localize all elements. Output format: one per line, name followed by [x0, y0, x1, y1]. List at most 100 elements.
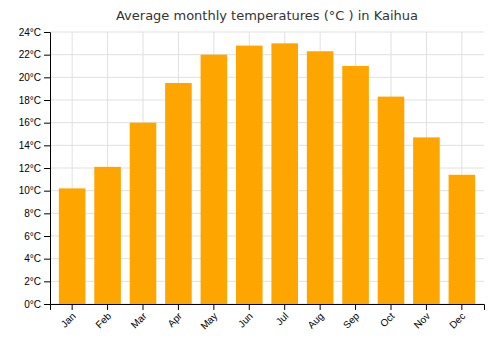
tick-label: Nov	[412, 310, 432, 330]
tick-label: Jul	[274, 310, 291, 327]
tick-mark	[44, 123, 50, 124]
tick-label: 18°C	[19, 95, 41, 106]
tick-mark	[44, 259, 50, 260]
tick: 4°C	[24, 253, 50, 264]
tick-label: 4°C	[24, 253, 41, 264]
bar	[130, 123, 157, 304]
bar	[413, 137, 440, 304]
tick-label: Dec	[447, 310, 467, 330]
tick-mark	[213, 304, 214, 310]
tick-mark	[178, 304, 179, 310]
tick: Nov	[412, 304, 432, 331]
tick-mark	[44, 100, 50, 101]
grid-line-y	[50, 32, 484, 33]
plot-area: Jan Feb Mar Apr May Jun Jul Aug Sep Oct Nov Dec 0°C 2…	[19, 27, 485, 332]
tick-mark	[44, 281, 50, 282]
tick-mark	[44, 145, 50, 146]
tick-label: 0°C	[24, 299, 41, 310]
tick-label: Sep	[341, 310, 362, 331]
tick: 12°C	[19, 163, 50, 174]
tick-mark	[44, 304, 50, 305]
tick-label: May	[198, 310, 219, 331]
tick: Dec	[447, 304, 467, 331]
tick-label: 14°C	[19, 140, 41, 151]
grid	[50, 32, 484, 304]
tick: 18°C	[19, 95, 50, 106]
tick-label: 12°C	[19, 163, 41, 174]
tick-mark	[143, 304, 144, 310]
tick: Aug	[305, 304, 325, 331]
tick: May	[198, 304, 219, 332]
bars	[59, 43, 475, 304]
tick: 16°C	[19, 117, 50, 128]
tick: 2°C	[24, 276, 50, 287]
tick: Jun	[236, 304, 255, 330]
tick-mark	[355, 304, 356, 310]
bar	[59, 188, 86, 304]
tick-mark	[284, 304, 285, 310]
tick-label: Jun	[236, 310, 255, 329]
tick-label: 2°C	[24, 276, 41, 287]
bar	[165, 83, 192, 304]
tick-mark	[461, 304, 462, 310]
tick-mark	[107, 304, 108, 310]
tick-label: 20°C	[19, 72, 41, 83]
tick-mark	[44, 191, 50, 192]
tick-mark	[320, 304, 321, 310]
bar	[307, 51, 334, 304]
tick-label: Aug	[305, 310, 325, 330]
tick-mark	[44, 77, 50, 78]
tick-label: Feb	[93, 310, 113, 330]
tick-label: 6°C	[24, 231, 41, 242]
tick: 0°C	[24, 299, 50, 310]
bar	[271, 43, 298, 304]
bar	[378, 97, 405, 304]
tick: 14°C	[19, 140, 50, 151]
bar	[94, 167, 121, 304]
tick: Feb	[93, 304, 113, 330]
tick-mark	[44, 213, 50, 214]
chart: Jan Feb Mar Apr May Jun Jul Aug Sep Oct Nov Dec 0°C 2…	[0, 0, 500, 350]
grid-line-y	[50, 77, 484, 78]
tick: 22°C	[19, 49, 50, 60]
tick-label: Oct	[378, 310, 397, 329]
tick: 20°C	[19, 72, 50, 83]
tick-mark	[44, 32, 50, 33]
bar	[201, 55, 228, 304]
tick: 10°C	[19, 185, 50, 196]
tick-mark	[44, 236, 50, 237]
tick: Mar	[129, 304, 149, 330]
tick-mark	[72, 304, 73, 310]
tick-mark	[391, 304, 392, 310]
tick-label: 22°C	[19, 49, 41, 60]
title: Average monthly temperatures (°C ) in Ka…	[116, 8, 418, 23]
tick: Jul	[274, 304, 291, 327]
bar	[236, 46, 263, 304]
tick-mark	[44, 55, 50, 56]
tick-label: Mar	[129, 310, 149, 330]
bar	[449, 175, 476, 304]
grid-line-y	[50, 54, 484, 55]
tick-label: 16°C	[19, 117, 41, 128]
y-axis: 0°C 2°C 4°C 6°C 8°C 10°C 12°C 14°C 16°C 18°C 20°C 2…	[19, 27, 51, 310]
tick: 8°C	[24, 208, 50, 219]
tick-mark	[249, 304, 250, 310]
tick-label: 10°C	[19, 185, 41, 196]
tick: Sep	[341, 304, 362, 331]
axis-line	[44, 33, 51, 305]
tick-mark	[44, 168, 50, 169]
tick-label: 8°C	[24, 208, 41, 219]
bar	[342, 66, 369, 304]
tick: Oct	[378, 304, 397, 329]
tick-label: Apr	[165, 310, 184, 329]
tick-mark	[426, 304, 427, 310]
tick: Jan	[59, 304, 78, 330]
x-axis: Jan Feb Mar Apr May Jun Jul Aug Sep Oct Nov Dec	[51, 304, 485, 332]
tick: 24°C	[19, 27, 50, 38]
tick-label: Jan	[59, 310, 78, 329]
tick: Apr	[165, 304, 184, 329]
axis-line	[51, 305, 485, 311]
tick-label: 24°C	[19, 27, 41, 38]
grid-line-y	[50, 122, 484, 123]
grid-line-y	[50, 100, 484, 101]
